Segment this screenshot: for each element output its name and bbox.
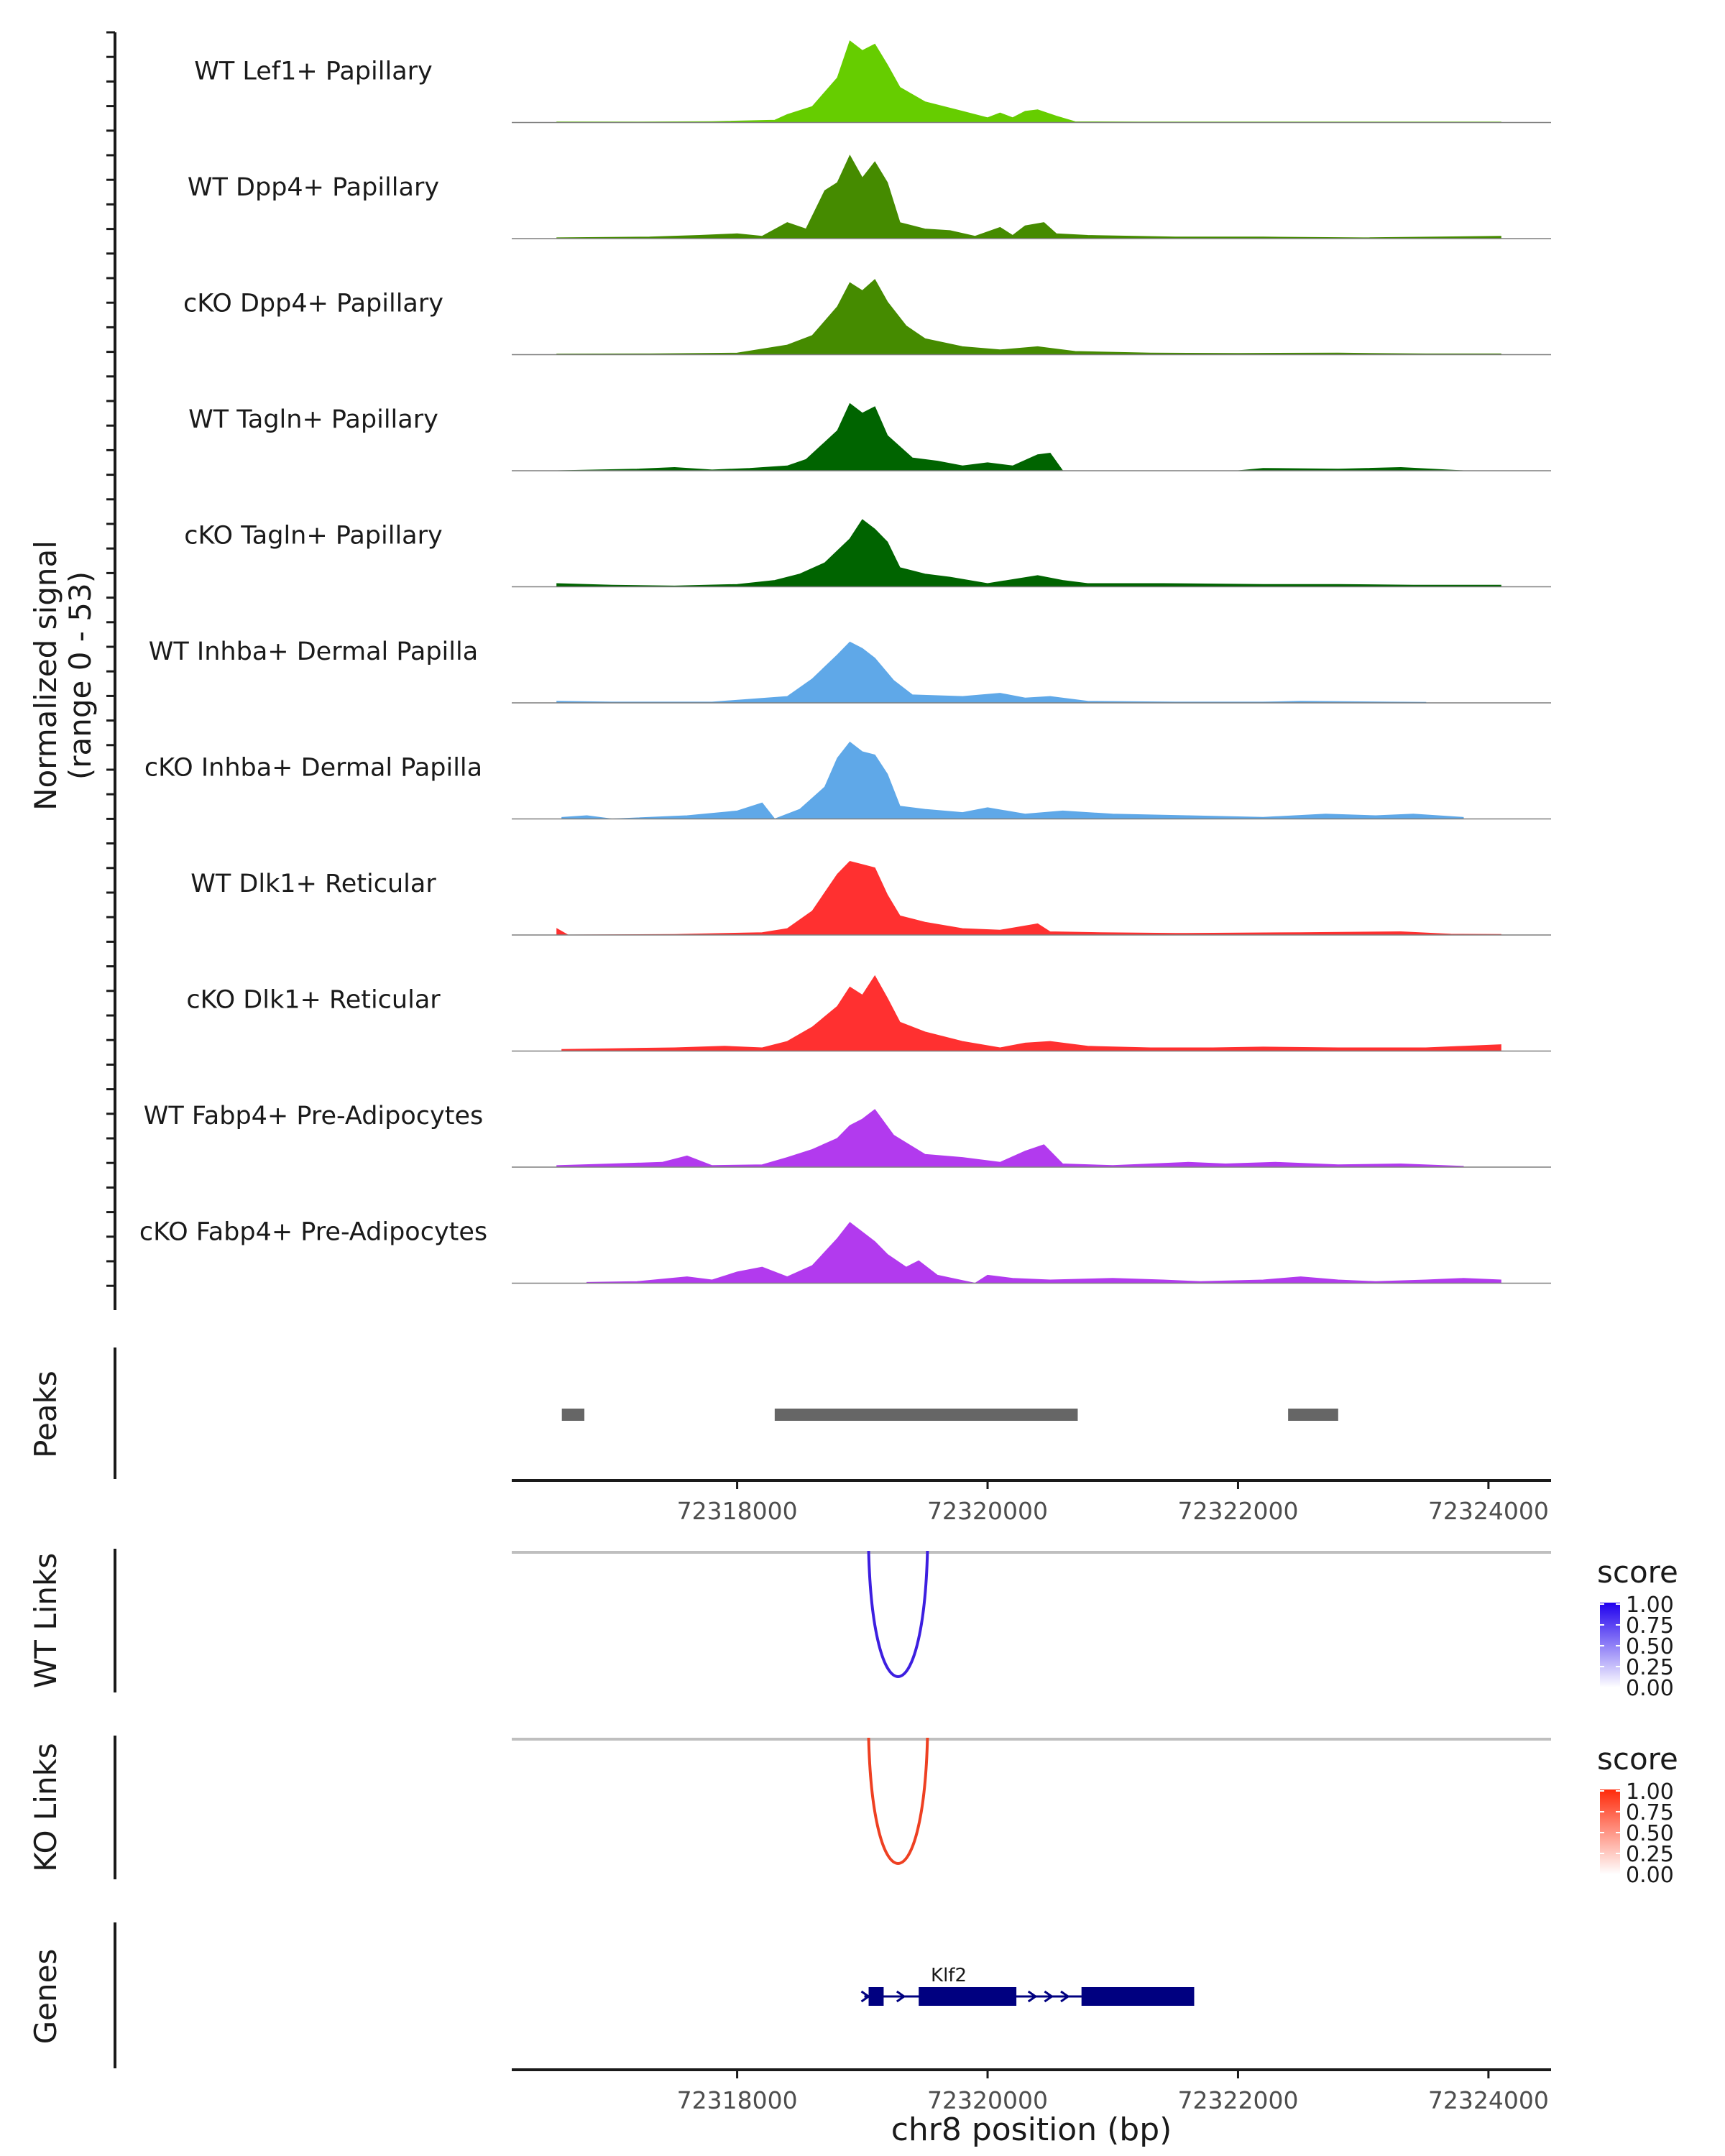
- genes-x-tick-label-3: 72324000: [1428, 2086, 1549, 2114]
- genes-x-tick-label-0: 72318000: [677, 2086, 798, 2114]
- peaks-x-tick-label-3: 72324000: [1428, 1497, 1549, 1525]
- link-arc: [867, 1550, 929, 1678]
- wt-links-track-label: WT Links: [28, 1553, 63, 1688]
- track-label: WT Fabp4+ Pre-Adipocytes: [144, 1102, 483, 1130]
- track-area: [556, 40, 1501, 123]
- track-4: cKO Tagln+ Papillary: [184, 519, 1551, 588]
- track-0: WT Lef1+ Papillary: [194, 40, 1551, 124]
- peak-1: [774, 1409, 1078, 1421]
- track-6: cKO Inhba+ Dermal Papilla: [144, 741, 1551, 820]
- track-area: [556, 402, 1464, 471]
- peaks-x-tick-label-0: 72318000: [677, 1497, 798, 1525]
- genes-x-tick-label-1: 72320000: [927, 2086, 1048, 2114]
- track-label: cKO Tagln+ Papillary: [184, 522, 443, 550]
- gene-klf2: Klf2: [860, 1965, 1195, 2006]
- legend-tick-label-2: 0.50: [1626, 1821, 1674, 1846]
- ko-links-track-label: KO Links: [28, 1743, 63, 1872]
- track-area: [561, 975, 1501, 1051]
- peaks-x-tick-label-1: 72320000: [927, 1497, 1048, 1525]
- track-label: cKO Inhba+ Dermal Papilla: [144, 754, 482, 783]
- y-axis-title-text: Normalized signal(range 0 - 53): [28, 540, 98, 811]
- track-label: WT Tagln+ Papillary: [188, 405, 438, 434]
- track-label: WT Dlk1+ Reticular: [190, 870, 436, 898]
- track-area: [556, 519, 1501, 587]
- peaks-track-label: Peaks: [28, 1370, 63, 1458]
- track-label: WT Dpp4+ Papillary: [188, 173, 439, 202]
- link-arc: [867, 1737, 929, 1865]
- track-area: [556, 155, 1501, 239]
- track-label: cKO Fabp4+ Pre-Adipocytes: [139, 1218, 487, 1247]
- strand-arrow-2: [1044, 1990, 1054, 2003]
- track-label: cKO Dpp4+ Papillary: [183, 290, 443, 318]
- track-area: [556, 279, 1501, 355]
- exon-1: [919, 1987, 1017, 2006]
- legend-tick-label-2: 0.50: [1626, 1634, 1674, 1659]
- peaks-x-axis-ticks: 72318000 72320000 72322000 72324000: [677, 1480, 1549, 1525]
- track-5: WT Inhba+ Dermal Papilla: [149, 637, 1551, 704]
- track-3: WT Tagln+ Papillary: [188, 402, 1551, 471]
- x-axis-title: chr8 position (bp): [891, 2111, 1172, 2148]
- legend-tick-label-0: 1.00: [1626, 1593, 1674, 1618]
- exon-2: [1081, 1987, 1195, 2006]
- legend-tick-label-3: 0.25: [1626, 1842, 1674, 1867]
- genes-track-label: Genes: [28, 1949, 63, 2045]
- y-axis-title-line-1: (range 0 - 53): [63, 571, 98, 780]
- legend-tick-label-1: 0.75: [1626, 1613, 1674, 1639]
- y-axis-title: Normalized signal(range 0 - 53): [28, 540, 98, 811]
- peak-2: [1288, 1409, 1338, 1421]
- track-area: [556, 641, 1427, 704]
- track-2: cKO Dpp4+ Papillary: [183, 279, 1551, 356]
- peaks-track: [561, 1409, 1338, 1421]
- legend-tick-label-4: 0.00: [1626, 1676, 1674, 1701]
- legend-tick-label-1: 0.75: [1626, 1800, 1674, 1825]
- track-9: WT Fabp4+ Pre-Adipocytes: [144, 1102, 1551, 1168]
- gene-name-label: Klf2: [931, 1965, 967, 1986]
- track-area: [561, 741, 1464, 820]
- track-1: WT Dpp4+ Papillary: [188, 155, 1551, 239]
- genes-track: Klf2: [860, 1965, 1195, 2006]
- peak-0: [561, 1409, 585, 1421]
- ko-score-legend: score 1.000.750.500.250.00: [1597, 1741, 1678, 1888]
- strand-arrow-1: [1027, 1990, 1038, 2003]
- peaks-x-tick-label-2: 72322000: [1177, 1497, 1298, 1525]
- strand-arrow-0: [896, 1990, 906, 2003]
- track-7: WT Dlk1+ Reticular: [190, 861, 1551, 936]
- genes-x-tick-label-2: 72322000: [1177, 2086, 1298, 2114]
- ko-links-track: [512, 1737, 1551, 1865]
- genes-x-axis-ticks: 72318000 72320000 72322000 72324000: [677, 2070, 1549, 2114]
- wt-legend-title: score: [1597, 1554, 1678, 1590]
- wt-links-track: [512, 1550, 1551, 1678]
- strand-arrow-3: [1060, 1990, 1070, 2003]
- track-label: cKO Dlk1+ Reticular: [186, 986, 441, 1015]
- y-axis-title-line-0: Normalized signal: [28, 540, 63, 811]
- ko-legend-title: score: [1597, 1741, 1678, 1777]
- track-area: [586, 1222, 1501, 1284]
- coverage-y-axis-ticks: [106, 31, 115, 1287]
- track-area: [556, 1109, 1464, 1168]
- wt-score-legend: score 1.000.750.500.250.00: [1597, 1554, 1678, 1701]
- track-area: [556, 861, 1501, 936]
- legend-tick-label-0: 1.00: [1626, 1779, 1674, 1805]
- track-label: WT Lef1+ Papillary: [194, 57, 433, 86]
- exon-0: [868, 1987, 884, 2006]
- track-8: cKO Dlk1+ Reticular: [186, 975, 1551, 1052]
- coverage-tracks: WT Lef1+ Papillary WT Dpp4+ Papillary cKO …: [139, 40, 1551, 1284]
- legend-tick-label-3: 0.25: [1626, 1655, 1674, 1680]
- legend-tick-label-4: 0.00: [1626, 1863, 1674, 1888]
- track-label: WT Inhba+ Dermal Papilla: [149, 637, 478, 666]
- track-10: cKO Fabp4+ Pre-Adipocytes: [139, 1218, 1551, 1284]
